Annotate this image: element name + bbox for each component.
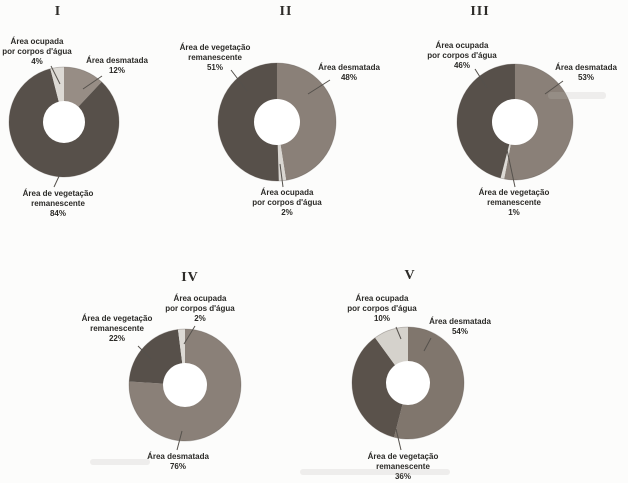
callout-deforested-2: Área desmatada 48%	[318, 63, 380, 82]
chart-title-3: III	[470, 4, 490, 19]
donut-slice	[352, 337, 408, 438]
donut-hole	[254, 99, 300, 145]
callout-vegetation-4: Área de vegetação remanescente 22%	[81, 314, 153, 343]
chart-title-5: V	[404, 268, 416, 283]
chart-title-1: I	[54, 4, 62, 19]
callout-water-5: Área ocupada por corpos d'água 10%	[347, 294, 417, 323]
callout-vegetation-3: Área de vegetação remanescente 1%	[478, 188, 550, 217]
callout-water-1: Área ocupada por corpos d'água 4%	[2, 37, 72, 66]
donut-rim	[8, 66, 120, 178]
chart-title-4: IV	[181, 270, 199, 285]
donut-chart-3	[456, 63, 574, 181]
scan-smudge	[300, 469, 450, 475]
callout-vegetation-1: Área de vegetação remanescente 84%	[22, 189, 94, 218]
donut-hole	[386, 361, 430, 405]
callout-deforested-5: Área desmatada 54%	[429, 317, 491, 336]
donut-slice	[456, 64, 515, 179]
callout-water-4: Área ocupada por corpos d'água 2%	[165, 294, 235, 323]
donut-hole	[163, 363, 207, 407]
chart-title-2: II	[279, 4, 293, 19]
scan-smudge	[90, 459, 150, 465]
donut-chart-5	[351, 326, 465, 440]
donut-hole	[492, 99, 538, 145]
donut-slice	[217, 63, 279, 181]
callout-water-2: Área ocupada por corpos d'água 2%	[252, 188, 322, 217]
donut-chart-1	[8, 66, 120, 178]
donut-rim	[351, 326, 465, 440]
donut-hole	[43, 101, 85, 143]
donut-rim	[217, 62, 337, 182]
callout-vegetation-5: Área de vegetação remanescente 36%	[367, 452, 439, 481]
scan-smudge	[548, 92, 606, 99]
callout-water-3: Área ocupada por corpos d'água 46%	[427, 41, 497, 70]
callout-deforested-4: Área desmatada 76%	[147, 452, 209, 471]
callout-vegetation-2: Área de vegetação remanescente 51%	[179, 43, 251, 72]
callout-deforested-1: Área desmatada 12%	[86, 56, 148, 75]
donut-chart-4	[128, 328, 242, 442]
callout-deforested-3: Área desmatada 53%	[555, 63, 617, 82]
